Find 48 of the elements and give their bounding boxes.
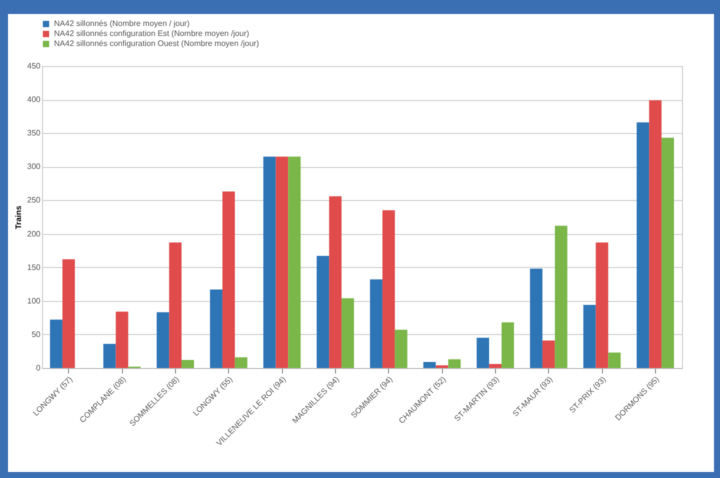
bar	[316, 256, 330, 368]
bar	[502, 322, 514, 368]
bar	[156, 312, 170, 368]
bar	[394, 330, 408, 368]
bar	[62, 259, 75, 368]
bar	[542, 340, 555, 368]
bar	[636, 122, 650, 368]
bar	[608, 352, 621, 368]
bar	[489, 364, 502, 368]
y-tick-label: 50	[32, 330, 42, 339]
y-tick-label: 400	[27, 95, 42, 104]
bar	[50, 320, 62, 368]
bar	[436, 365, 448, 368]
y-tick-label: 300	[27, 162, 42, 172]
bar	[583, 304, 596, 368]
legend-label: NA42 sillonnés (Nombre moyen / jour)	[54, 19, 190, 28]
y-tick-label: 250	[27, 196, 42, 205]
bar	[288, 156, 301, 368]
y-tick-label: 100	[27, 296, 42, 306]
bar	[370, 279, 382, 368]
bar	[210, 289, 222, 368]
bar	[276, 156, 288, 368]
y-tick-label: 0	[36, 364, 42, 372]
bar	[103, 344, 116, 368]
bar	[382, 210, 395, 368]
y-tick-label: 200	[27, 229, 42, 238]
y-tick-label: 150	[27, 262, 42, 272]
y-axis-title: Trains	[14, 205, 24, 230]
bar	[222, 192, 235, 368]
y-tick-label: 450	[27, 62, 42, 70]
bar	[476, 338, 490, 368]
bar	[649, 100, 662, 368]
bar	[234, 357, 248, 368]
bar	[263, 156, 276, 368]
bar	[329, 196, 342, 368]
bar	[169, 242, 182, 368]
bar	[182, 360, 194, 368]
y-tick-label: 350	[27, 128, 42, 138]
bar	[662, 138, 674, 368]
bar	[530, 268, 542, 368]
bar	[448, 359, 461, 368]
bar	[342, 298, 354, 368]
bar	[596, 242, 608, 368]
bar	[554, 226, 568, 368]
legend-label: NA42 sillonnés configuration Ouest (Nombre moyen /jour)	[54, 39, 260, 48]
bar	[423, 362, 436, 368]
legend-label: NA42 sillonnés configuration Est (Nombre moyen /jour)	[54, 29, 250, 38]
bar	[116, 312, 128, 368]
